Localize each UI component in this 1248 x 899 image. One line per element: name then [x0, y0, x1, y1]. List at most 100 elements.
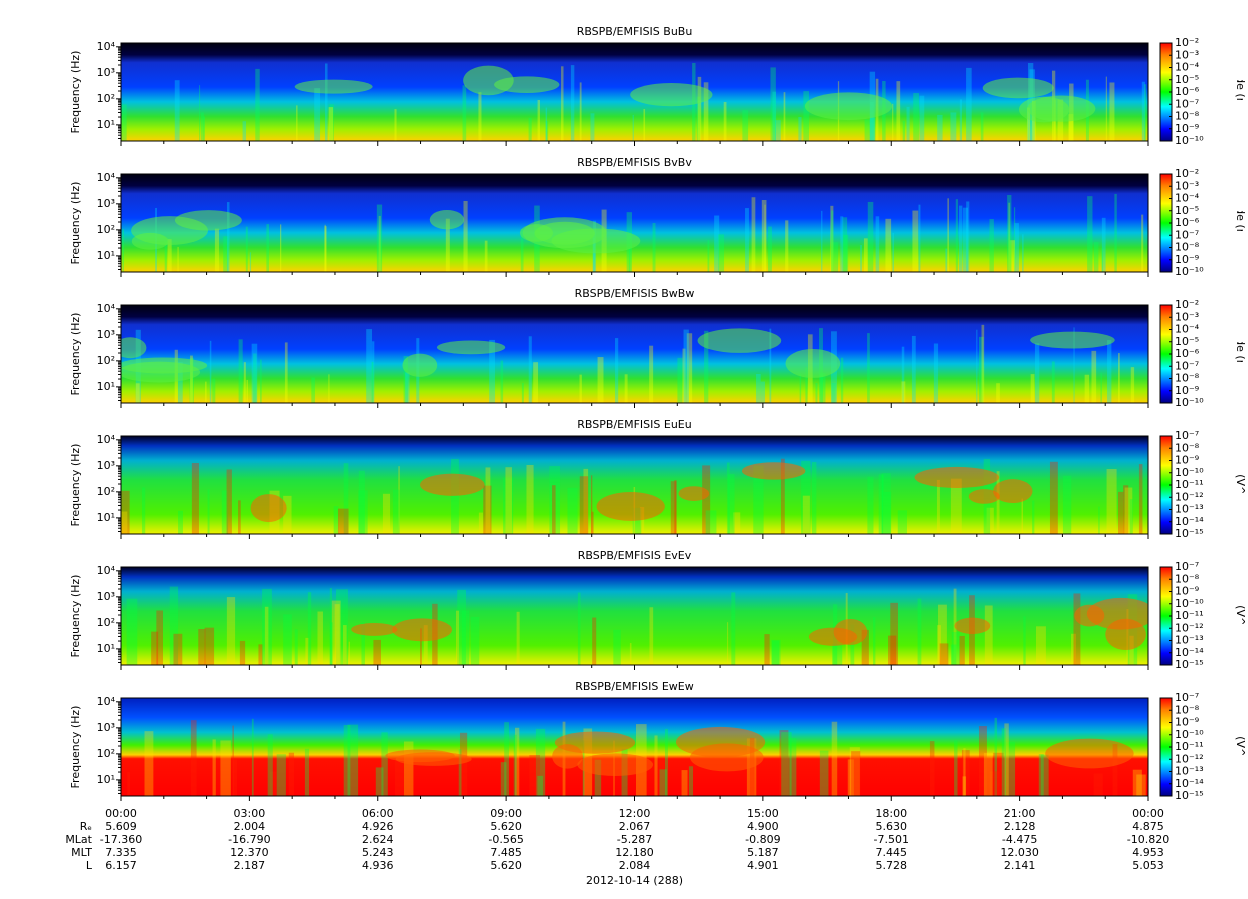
spectrogram-streak [867, 476, 874, 534]
x-tick-label: 18:00 [875, 807, 907, 820]
spectrogram-streak [178, 510, 183, 534]
spectrogram-streak [683, 329, 689, 403]
spectrogram-streak [455, 610, 460, 665]
spectrogram-streak [831, 210, 834, 272]
spectrogram-streak [883, 491, 892, 534]
spectrogram-streak [966, 201, 970, 272]
spectrogram-streak [1049, 461, 1058, 534]
spectrogram-streak [485, 467, 491, 534]
spectrogram-streak [954, 740, 958, 796]
y-axis-label: Frequency (Hz) [69, 182, 82, 265]
ephemeris-value: -4.475 [1002, 833, 1037, 846]
spectrogram-streak [1040, 754, 1049, 796]
spectrogram-streak [333, 506, 339, 534]
spectrogram-streak [249, 252, 252, 272]
panel-title: RBSPB/EMFISIS EvEv [578, 549, 692, 562]
ephemeris-value: 5.728 [876, 859, 908, 872]
spectrogram-streak [592, 237, 596, 272]
spectrogram-streak [933, 343, 939, 403]
spectrogram-streak [1101, 247, 1103, 272]
colorbar-tick-label: 10⁻⁵ [1175, 204, 1199, 217]
spectrogram-blob [551, 228, 641, 254]
ephemeris-value: 7.485 [490, 846, 522, 859]
spectrogram-streak [204, 627, 215, 665]
ephemeris-value: 4.900 [747, 820, 779, 833]
spectrogram-streak [296, 105, 298, 141]
spectrogram-streak [242, 121, 247, 141]
spectrogram-streak [885, 218, 892, 272]
spectrogram-blob [395, 752, 472, 766]
y-tick-label: 10¹ [97, 642, 115, 655]
spectrogram-streak [677, 357, 683, 403]
spectrogram-blob [914, 466, 1000, 488]
spectrogram-streak [760, 381, 765, 403]
colorbar-tick-label: 10⁻¹³ [1175, 765, 1204, 778]
spectrogram-streak [768, 226, 772, 272]
ephemeris-value: 2.004 [234, 820, 266, 833]
spectrogram-streak [649, 607, 654, 665]
spectrogram-streak [579, 82, 582, 141]
colorbar-tick-label: 10⁻² [1175, 298, 1199, 311]
spectrogram-streak [812, 462, 817, 534]
spectrogram-streak [262, 588, 272, 665]
spectrogram-streak [962, 207, 968, 272]
y-tick-label: 10⁴ [97, 564, 116, 577]
spectrogram-streak [1034, 343, 1040, 403]
spectrogram-streak [989, 219, 994, 272]
spectrogram-streak [959, 635, 965, 665]
colorbar-tick-label: 10⁻¹⁵ [1175, 527, 1204, 540]
ephemeris-value: 5.630 [876, 820, 908, 833]
spectrogram-streak [1087, 196, 1093, 272]
spectrogram-streak [801, 460, 811, 534]
spectrogram-streak [785, 220, 789, 272]
spectrogram-streak [594, 759, 602, 796]
spectrogram-streak [986, 507, 994, 534]
colorbar-label: amplitude (nT^2/Hz) [1234, 34, 1247, 149]
spectrogram-streak [1141, 81, 1145, 141]
ephemeris-value: 2.624 [362, 833, 394, 846]
spectrogram-streak [867, 201, 874, 272]
y-tick-label: 10¹ [97, 249, 115, 262]
spectrogram-streak [686, 333, 693, 403]
spectrogram-streak [951, 631, 960, 665]
spectrogram [121, 567, 1148, 665]
spectrogram-streak [1144, 84, 1147, 141]
ephemeris-value: 5.187 [747, 846, 779, 859]
spectrogram [121, 305, 1148, 403]
spectrogram-streak [1093, 773, 1103, 796]
spectrogram-streak [528, 336, 532, 403]
spectrogram-streak [697, 76, 702, 141]
spectrogram-blob [294, 79, 373, 94]
colorbar-tick-label: 10⁻⁶ [1175, 347, 1200, 360]
spectrogram-streak [723, 101, 727, 141]
y-tick-label: 10² [97, 223, 115, 236]
colorbar-tick-label: 10⁻⁹ [1175, 384, 1199, 397]
spectrogram-streak [742, 110, 749, 141]
spectrogram-streak [802, 495, 810, 534]
spectrogram-streak [381, 732, 388, 796]
spectrogram-streak [232, 759, 238, 796]
colorbar-tick-label: 10⁻⁵ [1175, 335, 1199, 348]
spectrogram-streak [976, 329, 978, 403]
spectrogram-streak [1100, 372, 1102, 403]
spectrogram-streak [996, 383, 1000, 403]
y-tick-label: 10² [97, 747, 115, 760]
ephemeris-value: 12.370 [230, 846, 269, 859]
spectrogram-streak [929, 741, 935, 796]
spectrogram-streak [1118, 353, 1120, 403]
spectrogram-streak [892, 232, 895, 272]
spectrogram-streak [878, 474, 883, 534]
spectrogram-streak [591, 511, 594, 534]
spectrogram-streak [996, 471, 1000, 534]
spectrogram-background [121, 698, 1148, 796]
spectrogram-streak [1013, 207, 1016, 272]
spectrogram-streak [613, 629, 621, 665]
spectrogram-streak [239, 640, 246, 665]
spectrogram-streak [343, 625, 347, 665]
spectrogram-streak [537, 775, 543, 796]
panel-title: RBSPB/EMFISIS BvBv [577, 156, 692, 169]
spectrogram-streak [590, 113, 595, 141]
spectrogram-streak [1026, 99, 1030, 141]
spectrogram-streak [624, 374, 628, 403]
spectrogram-streak [478, 92, 482, 141]
